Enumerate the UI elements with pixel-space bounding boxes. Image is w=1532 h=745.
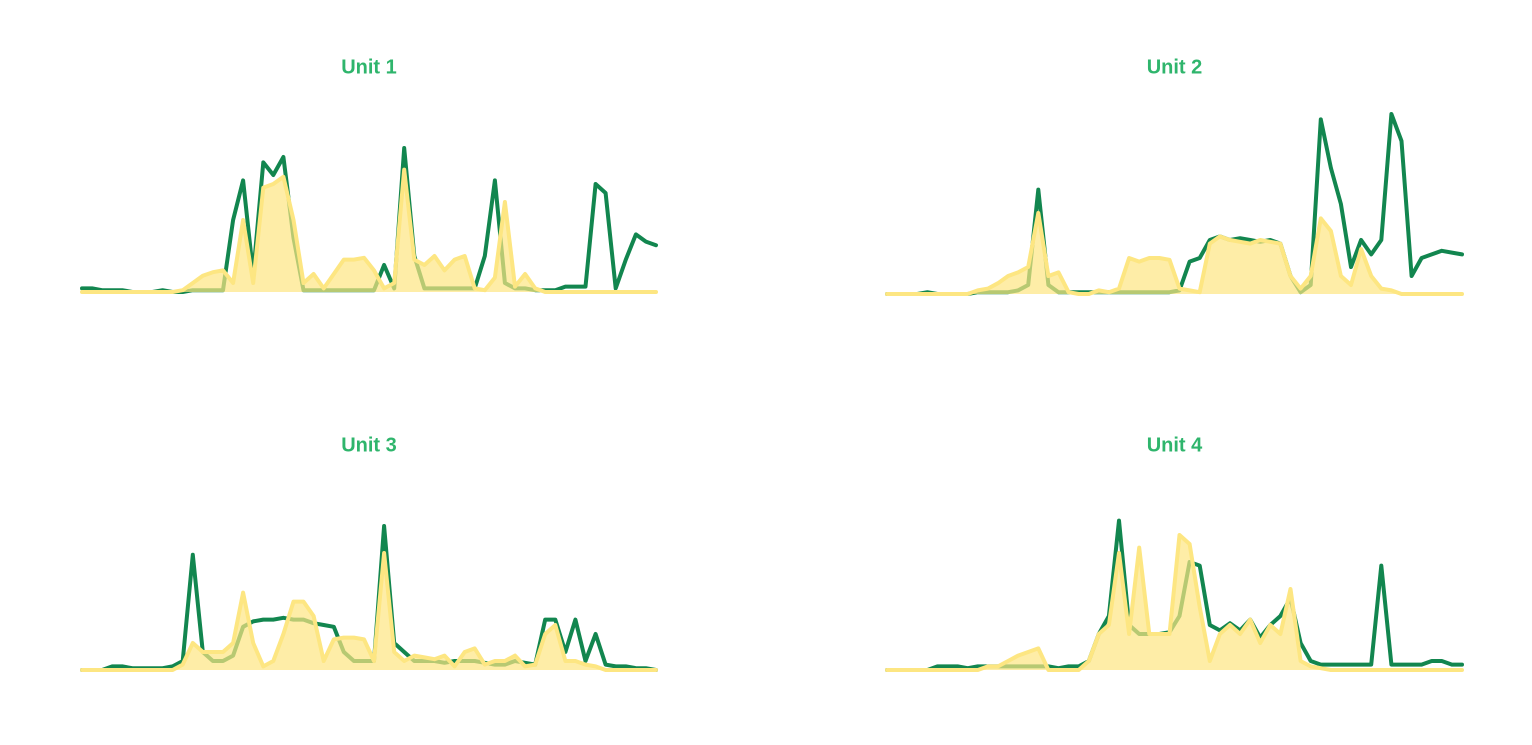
area <box>82 169 656 292</box>
line <box>885 533 1464 672</box>
line <box>80 167 658 294</box>
line <box>885 211 1464 296</box>
chart-title: Unit 4 <box>1147 434 1203 456</box>
chart-title: Unit 1 <box>341 56 397 78</box>
line <box>80 551 658 672</box>
chart-title: Unit 2 <box>1147 56 1203 78</box>
chart-title: Unit 3 <box>341 434 397 456</box>
line <box>885 112 1464 296</box>
